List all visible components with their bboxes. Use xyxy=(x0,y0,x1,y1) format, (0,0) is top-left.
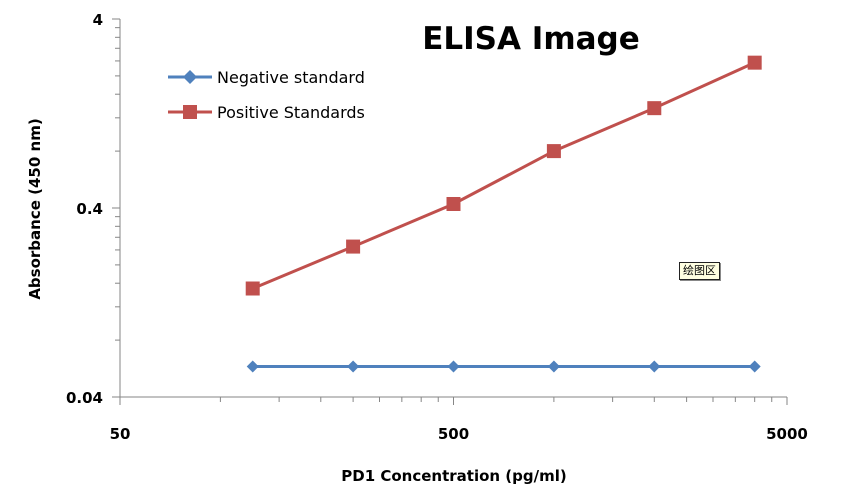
x-tick-label: 50 xyxy=(110,425,131,443)
series-negative xyxy=(246,360,761,373)
data-point xyxy=(246,360,259,373)
legend-item-positive: Positive Standards xyxy=(168,103,365,122)
x-tick-label: 500 xyxy=(438,425,469,443)
legend-label-positive: Positive Standards xyxy=(217,103,365,122)
y-axis-title: Absorbance (450 nm) xyxy=(26,118,44,299)
data-point xyxy=(446,196,461,211)
data-point xyxy=(647,101,662,116)
data-point xyxy=(748,360,761,373)
x-axis-title: PD1 Concentration (pg/ml) xyxy=(341,467,566,485)
plot-area-tooltip: 绘图区 xyxy=(679,262,720,280)
data-point xyxy=(747,55,762,70)
data-point xyxy=(347,360,360,373)
x-tick-label: 5000 xyxy=(766,425,808,443)
data-point xyxy=(547,360,560,373)
data-point xyxy=(447,360,460,373)
data-point xyxy=(648,360,661,373)
data-point xyxy=(245,281,260,296)
data-point xyxy=(346,239,361,254)
y-tick-label: 0.4 xyxy=(76,200,103,218)
legend-label-negative: Negative standard xyxy=(217,68,365,87)
y-tick-label: 0.04 xyxy=(66,389,103,407)
data-point xyxy=(546,144,561,159)
series-layer xyxy=(245,55,762,373)
y-tick-label: 4 xyxy=(93,11,103,29)
chart-title: ELISA Image xyxy=(422,21,640,57)
legend: Negative standard Positive Standards xyxy=(168,68,365,122)
legend-item-negative: Negative standard xyxy=(168,68,365,87)
axes: 50 500 5000 0.04 0.4 4 xyxy=(66,11,808,443)
series-line xyxy=(252,61,756,290)
series-positive xyxy=(245,55,762,296)
